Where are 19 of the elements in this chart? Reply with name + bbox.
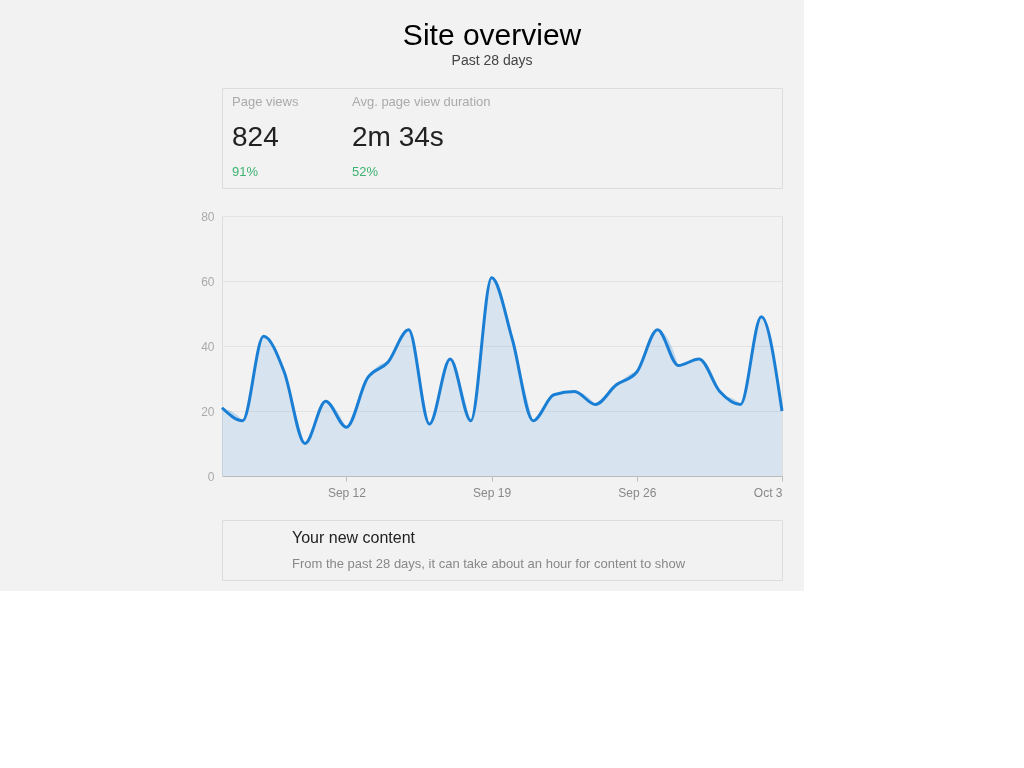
x-tick-label: Sep 19: [473, 485, 512, 500]
x-tick-label: Oct 3: [753, 485, 783, 500]
text: 2m 34s: [352, 121, 444, 152]
x-tick-label: Sep 12: [327, 485, 367, 500]
text: 824: [232, 121, 279, 152]
text: Avg. page view duration: [352, 94, 491, 109]
text: 91%: [232, 164, 259, 179]
y-tick-label: 80: [201, 209, 215, 224]
text: From the past 28 days, it can take about an hour for content to show: [292, 556, 686, 571]
y-tick-label: 0: [207, 469, 215, 484]
chart-title: Site overview: [402, 17, 582, 51]
y-tick-label: 40: [201, 339, 215, 354]
x-tick-label: Sep 26: [618, 485, 657, 500]
text: Page views: [232, 94, 299, 109]
y-tick-label: 60: [201, 274, 215, 289]
y-tick-label: 20: [201, 404, 215, 419]
text: Your new content: [292, 529, 416, 546]
chart-subtitle: Past 28 days: [451, 51, 533, 68]
text: 52%: [352, 164, 379, 179]
